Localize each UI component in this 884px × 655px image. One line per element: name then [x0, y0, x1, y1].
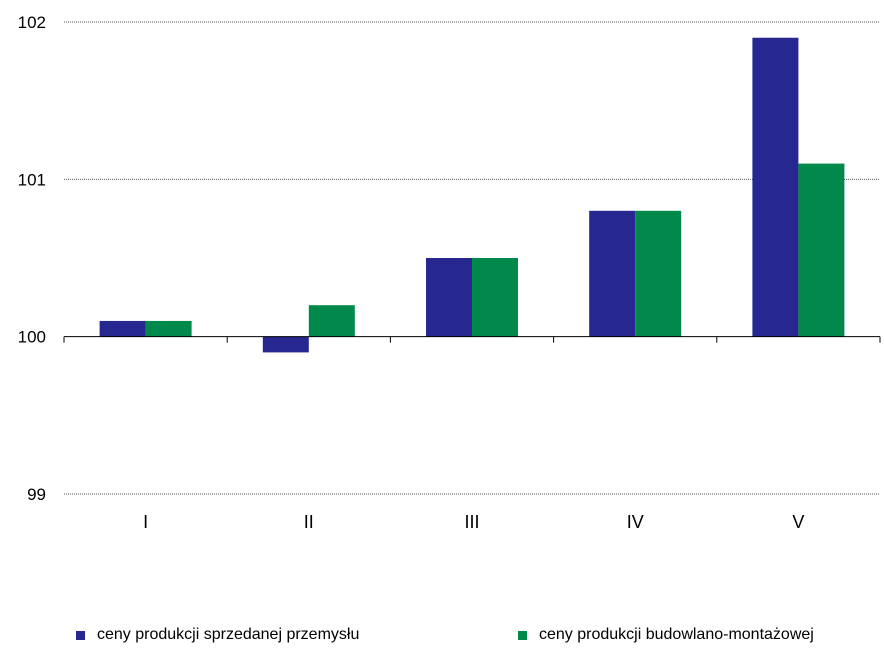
x-tick-label: V [792, 512, 804, 532]
legend-swatch-industry [76, 630, 85, 640]
y-tick-label: 101 [18, 170, 46, 189]
bar-industry-III [426, 258, 472, 337]
y-axis: 99 100 101 102 [18, 13, 46, 504]
legend-label-construction: ceny produkcji budowlano-montażowej [539, 626, 814, 643]
legend-label-industry: ceny produkcji sprzedanej przemysłu [97, 626, 360, 643]
bar-construction-IV [635, 210, 682, 337]
x-tick-label: II [304, 512, 314, 532]
y-tick-label: 99 [27, 485, 46, 504]
y-tick-label: 102 [18, 13, 46, 32]
x-tick-label: III [464, 512, 479, 532]
legend-item-construction: ceny produkcji budowlano-montażowej [518, 626, 814, 644]
bar-industry-V [752, 37, 799, 337]
legend: ceny produkcji sprzedanej przemysłu ceny… [0, 626, 884, 648]
bar-industry-II [262, 336, 309, 353]
x-tick-label: IV [627, 512, 644, 532]
bar-industry-IV [589, 210, 636, 337]
y-tick-label: 100 [18, 328, 46, 347]
bar-construction-III [472, 258, 518, 337]
bars [99, 37, 845, 353]
bar-construction-V [798, 163, 845, 337]
legend-swatch-construction [518, 630, 527, 640]
x-tick-label: I [143, 512, 148, 532]
x-axis: I II III IV V [63, 336, 881, 532]
legend-item-industry: ceny produkcji sprzedanej przemysłu [76, 626, 359, 644]
gridlines [64, 21, 880, 495]
bar-construction-I [145, 320, 192, 337]
bar-construction-II [308, 305, 355, 337]
bar-industry-I [99, 320, 146, 337]
